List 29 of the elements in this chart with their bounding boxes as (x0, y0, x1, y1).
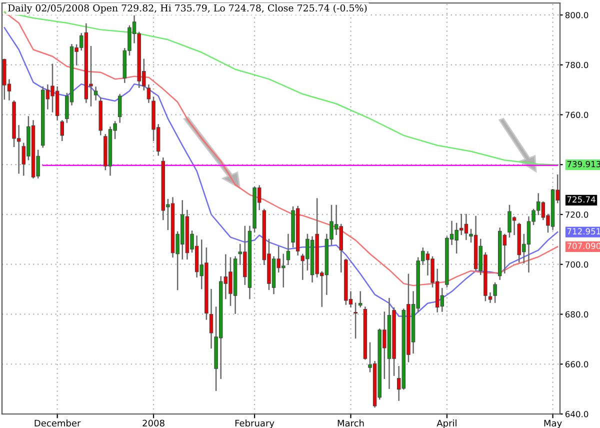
candlestick (354, 302, 358, 339)
candlestick (493, 282, 497, 303)
data-label: 739.913 (567, 160, 600, 168)
candlestick (488, 292, 492, 303)
x-tick-label: 2008 (142, 420, 164, 427)
candlestick (358, 291, 362, 308)
candlestick (60, 120, 64, 142)
data-label: 712.951 (567, 228, 600, 234)
y-tick-label: 760.0 (566, 112, 588, 118)
candlestick (146, 84, 151, 103)
x-tick-label: May (544, 420, 562, 428)
text: 725.74 (567, 196, 596, 203)
y-tick-label: 780.0 (566, 62, 588, 68)
y-tick-label: 700.0 (566, 261, 588, 268)
y-tick-label: 640.0 (565, 410, 588, 418)
y-tick-label: 680.0 (565, 311, 588, 318)
candlestick (209, 288, 214, 349)
x-tick-label: April (436, 420, 456, 428)
line-series (4, 27, 558, 317)
y-tick-label: 800.0 (565, 12, 588, 18)
x-tick-label: March (338, 420, 364, 427)
candlestick (94, 86, 98, 100)
y-tick-label: 660.0 (565, 361, 588, 368)
chart-title: Daily 02/05/2008 Open 729.82, Hi 735.79, Lo 724.78, Close 725.74 (-0.5%) (8, 4, 367, 14)
x-tick-label: December (34, 420, 81, 427)
candlestick (118, 94, 122, 123)
x-tick-label: February (235, 420, 274, 428)
candlestick (286, 234, 290, 265)
y-tick-label: 720.0 (566, 211, 588, 218)
